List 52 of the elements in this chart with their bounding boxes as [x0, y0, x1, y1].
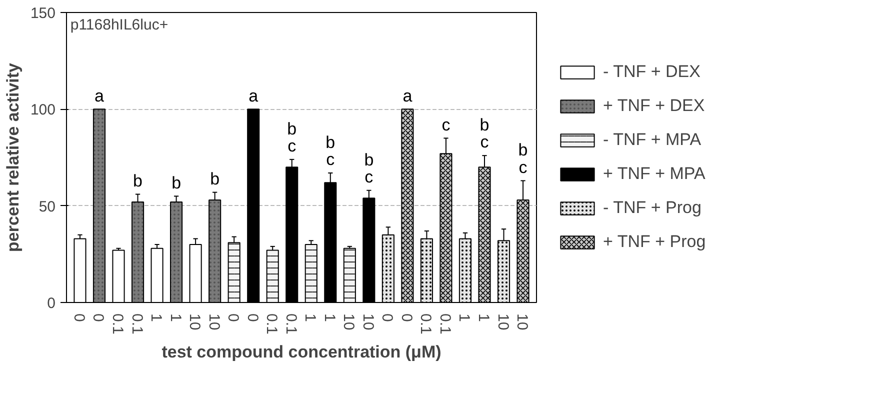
- x-tick-label: 1: [166, 314, 184, 322]
- legend-label: - TNF + MPA: [603, 130, 702, 150]
- x-tick-label: 0.1: [417, 314, 434, 334]
- x-tick-label: 1: [320, 314, 338, 322]
- legend-label: - TNF + DEX: [603, 62, 700, 82]
- data-label: b: [172, 173, 182, 192]
- x-tick-label: 0: [224, 314, 242, 322]
- y-tick-label: 150: [30, 5, 56, 22]
- x-tick-label: 10: [494, 314, 512, 330]
- x-tick-label: 0: [90, 314, 107, 322]
- data-label: b c: [287, 119, 297, 156]
- data-label: b c: [518, 140, 528, 177]
- x-tick-label: 0.1: [263, 314, 280, 334]
- annotation: p1168hIL6luc+: [70, 16, 168, 34]
- x-axis-title: test compound concentration (μM): [162, 342, 442, 362]
- legend-label: + TNF + Prog: [603, 232, 706, 252]
- bar: [150, 248, 164, 302]
- data-label: c: [442, 115, 451, 134]
- x-tick-label: 0.1: [109, 314, 126, 334]
- x-tick-label: 1: [456, 314, 473, 322]
- x-tick-label: 10: [514, 314, 531, 330]
- x-tick-label: 10: [205, 314, 222, 330]
- bar: [112, 250, 125, 302]
- x-tick-label: 10: [340, 314, 358, 330]
- x-tick-label: 10: [359, 314, 376, 330]
- x-tick-label: 1: [148, 314, 165, 322]
- x-tick-label: 1: [302, 314, 319, 322]
- x-tick-label: 0.1: [128, 314, 146, 334]
- x-tick-label: 1: [474, 314, 492, 322]
- data-label: a: [248, 86, 259, 106]
- x-tick-label: 0: [244, 314, 261, 322]
- data-label: b: [133, 171, 143, 190]
- x-tick-label: 0: [398, 314, 415, 322]
- y-axis-title: percent relative activity: [3, 62, 22, 252]
- data-label: b c: [326, 133, 336, 170]
- legend-label: - TNF + Prog: [603, 198, 702, 218]
- data-label: b c: [364, 150, 374, 186]
- x-tick-label: 0: [70, 314, 88, 322]
- y-tick-label: 100: [30, 102, 56, 119]
- data-label: a: [402, 86, 413, 106]
- bar: [247, 108, 260, 302]
- data-label: b: [210, 169, 220, 188]
- x-tick-label: 0: [378, 314, 396, 322]
- x-tick-label: 0.1: [436, 314, 454, 334]
- x-tick-label: 10: [186, 314, 204, 330]
- data-label: a: [94, 86, 105, 106]
- legend-label: + TNF + MPA: [603, 164, 706, 184]
- legend-label: + TNF + DEX: [603, 96, 705, 116]
- data-label: b c: [480, 116, 490, 152]
- y-tick-label: 50: [38, 198, 56, 216]
- bar: [74, 238, 86, 302]
- x-tick-label: 0.1: [282, 314, 300, 334]
